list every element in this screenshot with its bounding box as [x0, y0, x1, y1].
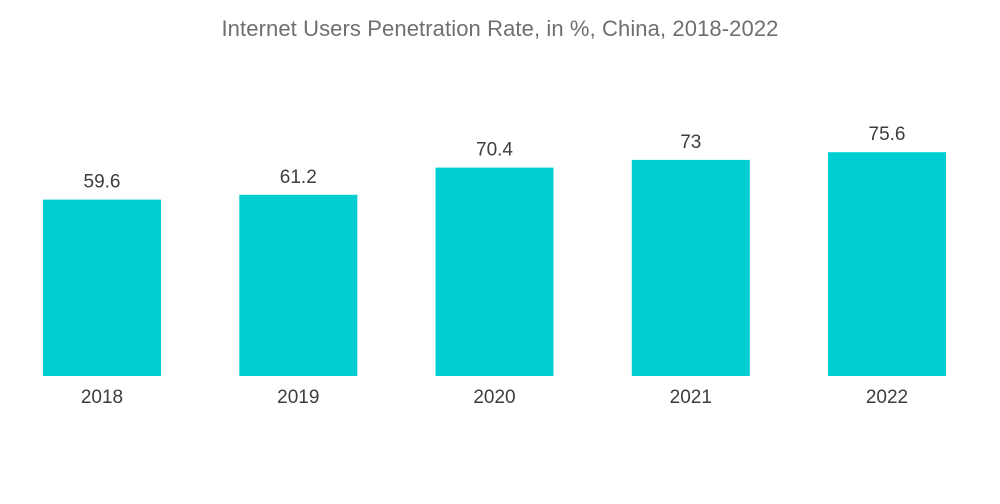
bar-2018 [43, 199, 161, 376]
bar-2021 [631, 159, 750, 376]
x-tick-label-2022: 2022 [866, 387, 908, 408]
bar-2020 [435, 167, 554, 376]
value-label-2020: 70.4 [476, 140, 513, 161]
chart-title: Internet Users Penetration Rate, in %, C… [221, 16, 779, 41]
value-label-2022: 75.6 [869, 124, 906, 145]
value-label-2018: 59.6 [84, 172, 121, 193]
bar-2019 [239, 194, 358, 376]
bars-group [43, 152, 946, 376]
value-label-2021: 73 [680, 132, 701, 153]
x-tick-label-2021: 2021 [670, 387, 712, 408]
value-labels-group: 59.6 61.2 70.4 73 75.6 [84, 124, 906, 192]
x-tick-label-2019: 2019 [277, 387, 319, 408]
x-tick-labels-group: 2018 2019 2020 2021 2022 [81, 387, 908, 408]
value-label-2019: 61.2 [280, 167, 317, 188]
x-tick-label-2020: 2020 [473, 387, 515, 408]
bar-2022 [828, 152, 946, 376]
x-tick-label-2018: 2018 [81, 387, 123, 408]
